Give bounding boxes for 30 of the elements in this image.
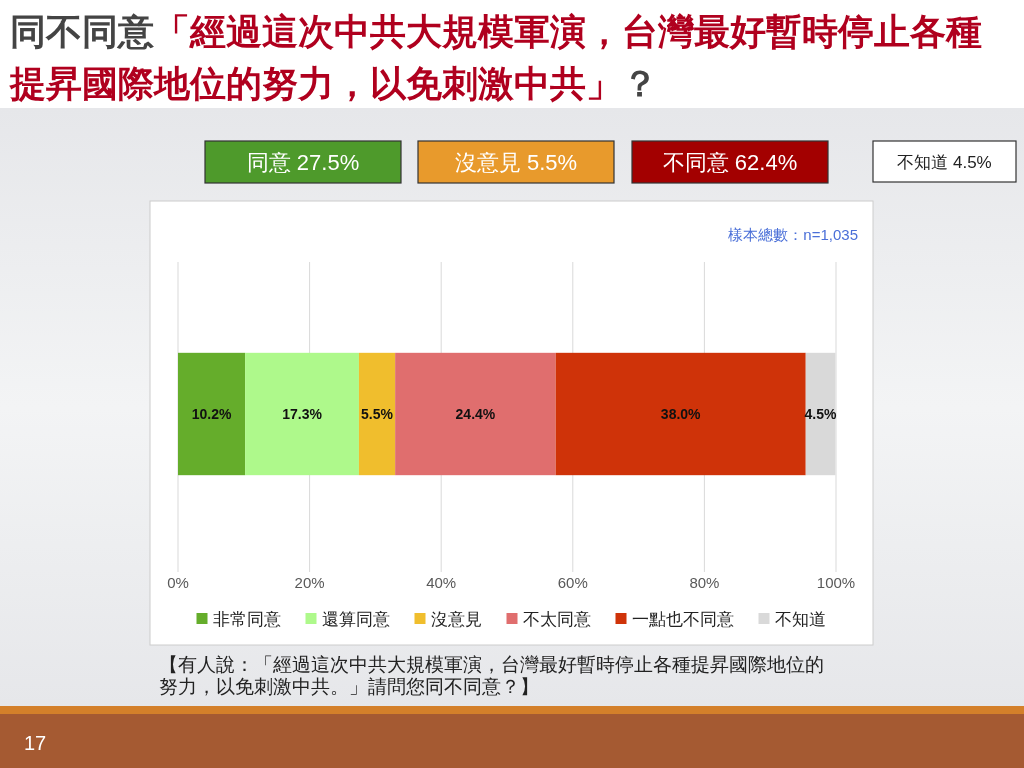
text: 不知道 4.5% (897, 152, 992, 172)
legend-label: 一點也不同意 (631, 610, 734, 630)
chart-title: 同不同意「經過這次中共大規模軍演，台灣最好暫時停止各種提昇國際地位的努力，以免刺激中共」？ (9, 11, 982, 104)
x-tick-label: 80% (689, 574, 720, 591)
text: 【有人說：「經過這次中共大規模軍演，台灣最好暫時停止各種提昇國際地位的努力，以免刺激中共。」請問您同不同意？】 (159, 654, 824, 697)
x-tick-label: 40% (426, 574, 457, 591)
data-label: 10.2% (191, 406, 232, 423)
bar (358, 352, 396, 476)
bar (555, 352, 806, 476)
data-label: 38.0% (660, 406, 702, 423)
legend-label: 沒意見 (430, 610, 482, 630)
text: 樣本總數：n=1,035 (728, 226, 858, 243)
bar (178, 352, 246, 476)
legend-label: 非常同意 (212, 610, 281, 630)
legend-label: 還算同意 (321, 610, 390, 630)
text: 17 (24, 732, 47, 754)
bar (395, 352, 556, 476)
x-tick-label: 20% (294, 574, 325, 591)
text: 不同意 62.4% (662, 149, 798, 175)
x-tick-label: 60% (557, 574, 588, 591)
bar (245, 352, 359, 476)
text: 沒意見 5.5% (454, 149, 578, 175)
data-label: 24.4% (455, 406, 496, 423)
text: 同意 27.5% (246, 149, 360, 175)
data-label: 17.3% (282, 406, 323, 423)
data-label: 5.5% (361, 406, 394, 423)
legend-label: 不太同意 (522, 610, 591, 630)
legend-label: 不知道 (774, 610, 826, 630)
x-tick-label: 0% (167, 574, 189, 591)
x-tick-label: 100% (816, 574, 856, 591)
